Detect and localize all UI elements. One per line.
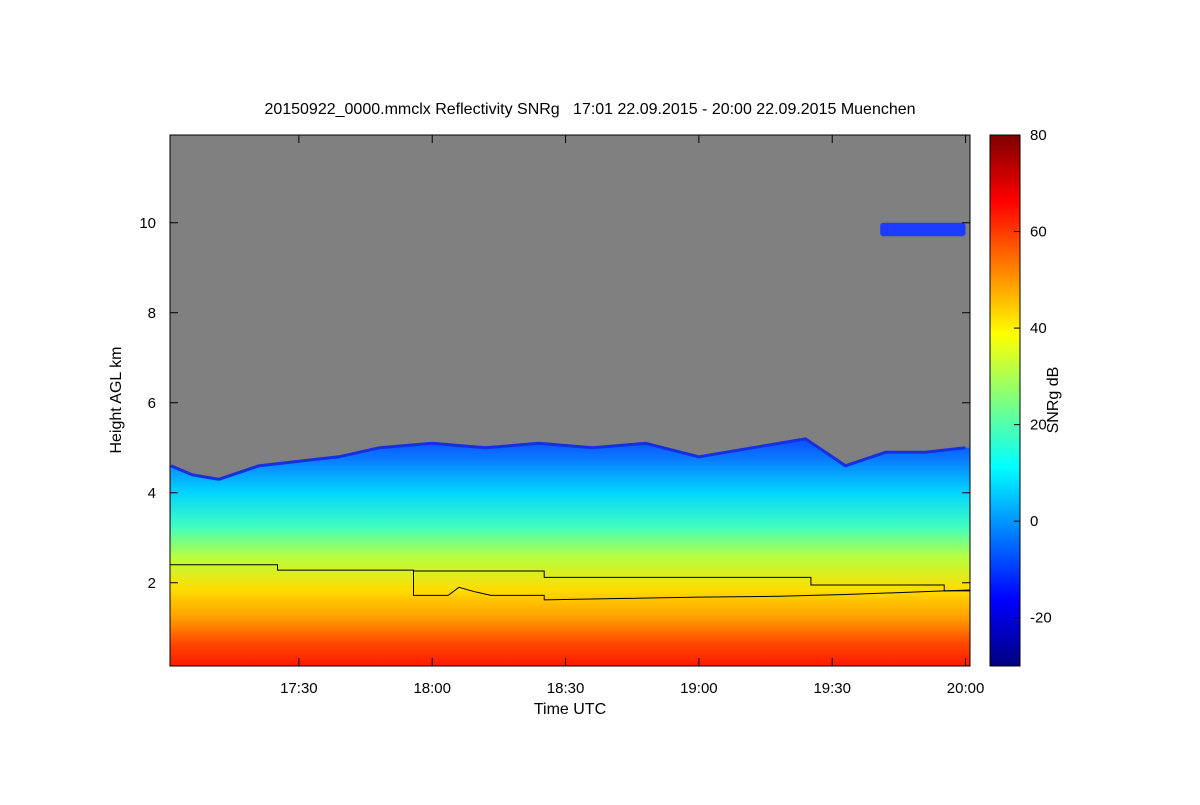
colorbar-label: SNRg dB	[1045, 367, 1062, 434]
line-1	[170, 564, 970, 592]
reflectivity-field	[170, 222, 970, 666]
x-tick-label: 19:30	[813, 680, 851, 697]
colorbar-tick-label: 0	[1030, 513, 1038, 530]
echo-area	[170, 438, 970, 666]
y-tick-label: 2	[148, 575, 156, 592]
colorbar-tick-label: 40	[1030, 320, 1047, 337]
x-axis: 17:30 18:00 18:30 19:00 19:30 20:00	[280, 135, 984, 697]
plot-frame	[169, 134, 971, 667]
colorbar	[989, 134, 1021, 667]
y-axis-label: Height AGL km	[108, 346, 125, 453]
y-tick-label: 6	[148, 395, 156, 412]
x-tick-label: 18:30	[547, 680, 585, 697]
x-tick-label: 19:00	[680, 680, 718, 697]
colorbar-tick-label: 20	[1030, 417, 1047, 434]
colorbar-axis: -20 0 20 40 60 80	[1014, 127, 1052, 627]
upper-echo-layer	[880, 222, 966, 237]
x-tick-label: 20:00	[947, 680, 985, 697]
echo-top-edge	[170, 437, 966, 481]
y-axis: 2 4 6 8 10	[139, 215, 970, 592]
y-tick-label: 8	[148, 305, 156, 322]
x-tick-label: 17:30	[280, 680, 318, 697]
chart-title: 20150922_0000.mmclx Reflectivity SNRg 17…	[264, 101, 915, 118]
colorbar-tick-label: -20	[1030, 610, 1052, 627]
line-2	[413, 571, 970, 601]
y-tick-label: 4	[148, 485, 156, 502]
y-tick-label: 10	[139, 215, 156, 232]
x-tick-label: 18:00	[413, 680, 451, 697]
colorbar-tick-label: 80	[1030, 127, 1047, 144]
colorbar-tick-label: 60	[1030, 224, 1047, 241]
boundary-lines	[170, 564, 970, 601]
x-axis-label: Time UTC	[534, 701, 606, 718]
